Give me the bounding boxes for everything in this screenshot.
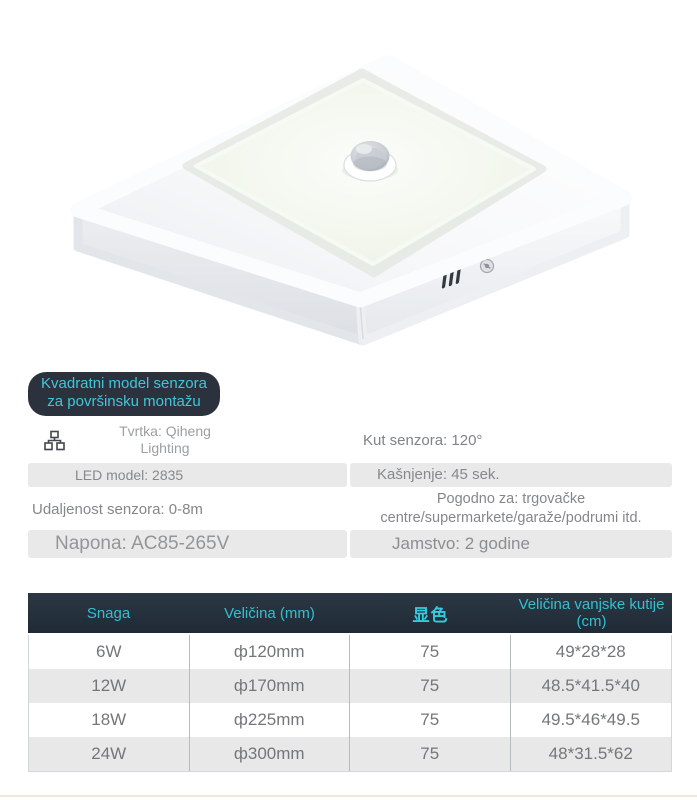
- cell-box: 48.5*41.5*40: [541, 676, 640, 695]
- size-table-header: Snaga Veličina (mm) 显色 Veličina vanjske …: [28, 593, 672, 633]
- table-header-size: Veličina (mm): [224, 604, 315, 622]
- bottom-accent-line: [0, 795, 697, 797]
- cell-cri: 75: [350, 669, 511, 703]
- product-photo-led-panel: [70, 54, 633, 346]
- spec-sensor-angle-label: Kut senzora: 120°: [363, 431, 483, 449]
- badge-line-2: za površinsku montažu: [47, 393, 201, 410]
- badge-line-1: Kvadratni model senzora: [41, 375, 207, 392]
- cell-box: 49.5*46*49.5: [541, 710, 640, 729]
- cell-size: ф225mm: [190, 703, 350, 737]
- cell-box: 49*28*28: [555, 642, 626, 661]
- vent-slots-lower: [441, 265, 462, 289]
- cell-cri: 75: [350, 703, 511, 737]
- cell-size: ф300mm: [190, 737, 350, 771]
- spec-warranty: Jamstvo: 2 godine: [350, 530, 672, 558]
- cell-cri: 75: [350, 737, 511, 771]
- panel-frame-top: [70, 54, 633, 308]
- cell-box: 48*31.5*62: [548, 744, 633, 763]
- table-header-color-rendering: 显色: [412, 605, 449, 625]
- cell-power: 18W: [29, 703, 190, 737]
- size-table-body: 6W ф120mm 75 49*28*28 12W ф170mm 75 48.5…: [28, 635, 672, 772]
- cell-cri: 75: [350, 635, 511, 669]
- spec-row-company-angle: Tvrtka: Qiheng Lighting Kut senzora: 120…: [28, 418, 672, 462]
- org-chart-icon: [44, 430, 65, 450]
- cell-size: ф170mm: [190, 669, 350, 703]
- table-row: 6W ф120mm 75 49*28*28: [29, 635, 671, 669]
- spec-row-voltage-warranty: Napona: AC85-265V Jamstvo: 2 godine: [28, 530, 672, 558]
- spec-suitable-for: Pogodno za: trgovačke centre/supermarket…: [350, 489, 672, 529]
- spec-row-model-delay: LED model: 2835 Kašnjenje: 45 sek.: [28, 463, 672, 487]
- spec-led-model: LED model: 2835: [28, 463, 347, 487]
- diffuser-panel: [194, 78, 536, 266]
- cell-power: 6W: [29, 635, 190, 669]
- spec-delay: Kašnjenje: 45 sek.: [350, 463, 672, 487]
- spec-company-label: Tvrtka: Qiheng Lighting: [119, 423, 211, 456]
- table-header-box-size: Veličina vanjske kutije (cm): [518, 596, 665, 630]
- size-table: Snaga Veličina (mm) 显色 Veličina vanjske …: [28, 593, 672, 772]
- diffuser-recess: [182, 68, 547, 278]
- cell-size: ф120mm: [190, 635, 350, 669]
- product-type-badge: Kvadratni model senzora za površinsku mo…: [28, 372, 220, 416]
- table-row: 24W ф300mm 75 48*31.5*62: [29, 737, 671, 771]
- spec-company: Tvrtka: Qiheng Lighting: [28, 418, 347, 462]
- spec-list: Tvrtka: Qiheng Lighting Kut senzora: 120…: [28, 418, 672, 558]
- table-header-power: Snaga: [86, 604, 131, 622]
- table-row: 12W ф170mm 75 48.5*41.5*40: [29, 669, 671, 703]
- spec-row-distance-suitable: Udaljenost senzora: 0-8m Pogodno za: trg…: [28, 489, 672, 529]
- spec-suitable-for-label: Pogodno za: trgovačke centre/supermarket…: [380, 491, 642, 526]
- spec-sensor-angle: Kut senzora: 120°: [350, 418, 672, 462]
- cell-power: 24W: [29, 737, 190, 771]
- panel-housing: [73, 193, 630, 346]
- cell-power: 12W: [29, 669, 190, 703]
- spec-sensor-distance-label: Udaljenost senzora: 0-8m: [32, 500, 203, 518]
- screw: [479, 258, 495, 274]
- spec-voltage: Napona: AC85-265V: [28, 530, 347, 558]
- table-row: 18W ф225mm 75 49.5*46*49.5: [29, 703, 671, 737]
- pir-sensor-dome: [342, 141, 398, 182]
- spec-sensor-distance: Udaljenost senzora: 0-8m: [28, 489, 347, 529]
- vent-slots-upper: [505, 226, 525, 248]
